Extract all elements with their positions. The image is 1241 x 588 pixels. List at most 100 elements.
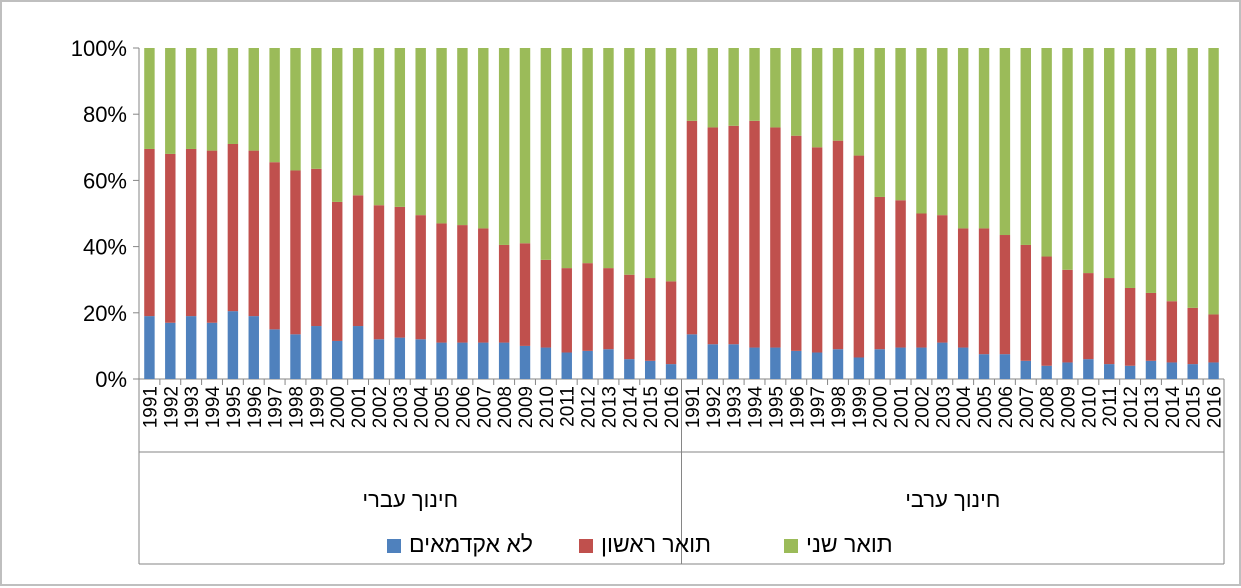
bar-segment xyxy=(415,215,426,340)
bar-segment xyxy=(770,48,781,128)
bar-segment xyxy=(394,206,406,338)
bar-segment xyxy=(1187,307,1198,365)
y-tick-label: 40% xyxy=(83,235,127,260)
bar-segment xyxy=(1124,48,1136,288)
x-tick-label: 2015 xyxy=(641,386,662,428)
x-tick-label: 2003 xyxy=(391,386,412,428)
x-tick-label: 2010 xyxy=(537,386,558,428)
bar-segment xyxy=(185,48,197,149)
bar-segment xyxy=(519,243,531,346)
bar-segment xyxy=(749,347,760,379)
x-tick-label: 2001 xyxy=(349,386,370,428)
x-tick-label: 2005 xyxy=(433,386,454,428)
bar-segment xyxy=(352,195,364,327)
bar-segment xyxy=(957,48,969,229)
bar-segment xyxy=(165,48,176,154)
bar-segment xyxy=(352,326,364,379)
bar-segment xyxy=(916,347,927,379)
legend-swatch xyxy=(579,539,593,553)
x-tick-label: 2010 xyxy=(1079,386,1100,428)
bar-segment xyxy=(1166,362,1178,379)
bar-segment xyxy=(937,215,948,343)
bar-segment xyxy=(603,48,614,269)
x-tick-label: 1996 xyxy=(245,386,266,428)
x-tick-label: 2000 xyxy=(328,386,349,428)
bar-segment xyxy=(1208,314,1219,363)
bar-segment xyxy=(811,48,823,148)
bar-segment xyxy=(290,170,301,335)
bar-segment xyxy=(686,120,698,335)
bar-segment xyxy=(561,268,572,353)
bar-segment xyxy=(832,349,844,379)
group-label: חינוך ערבי xyxy=(905,487,1000,512)
bar-segment xyxy=(1020,244,1031,361)
bar-segment xyxy=(728,48,739,126)
bar-segment xyxy=(248,316,259,379)
x-tick-label: 2006 xyxy=(453,386,474,428)
x-tick-label: 2002 xyxy=(912,386,933,428)
bar-segment xyxy=(624,274,635,360)
bar-segment xyxy=(999,48,1011,236)
bar-segment xyxy=(311,326,322,379)
bar-segment xyxy=(665,364,677,379)
x-tick-label: 1999 xyxy=(307,386,328,428)
bar-segment xyxy=(791,350,802,379)
bar-segment xyxy=(185,148,197,317)
x-tick-label: 2013 xyxy=(1142,386,1163,428)
bar-segment xyxy=(603,349,614,379)
bar-segment xyxy=(1145,360,1157,379)
bar-segment xyxy=(352,48,364,196)
x-tick-label: 1996 xyxy=(787,386,808,428)
bar-segment xyxy=(561,352,572,379)
bar-segment xyxy=(519,345,531,379)
bar-segment xyxy=(248,48,259,151)
bar-segment xyxy=(248,150,259,317)
bar-segment xyxy=(811,352,823,379)
bar-segment xyxy=(853,48,865,156)
bar-segment xyxy=(436,48,447,224)
bar-segment xyxy=(707,344,719,379)
bar-segment xyxy=(1062,269,1073,363)
bar-segment xyxy=(144,148,155,317)
bar-segment xyxy=(498,342,510,379)
bar-segment xyxy=(206,48,218,151)
bar-segment xyxy=(165,322,176,379)
bar-segment xyxy=(728,344,739,379)
bar-segment xyxy=(165,153,176,323)
bar-segment xyxy=(540,347,552,379)
bar-segment xyxy=(1083,359,1094,379)
x-tick-label: 2016 xyxy=(1205,386,1226,428)
bar-segment xyxy=(436,342,447,379)
bar-segment xyxy=(478,228,489,343)
bar-segment xyxy=(665,48,677,282)
bar-segment xyxy=(206,150,218,323)
bar-segment xyxy=(1166,48,1178,302)
y-tick-label: 80% xyxy=(83,102,127,127)
bar-segment xyxy=(1062,48,1073,270)
x-tick-label: 1993 xyxy=(182,386,203,428)
bar-segment xyxy=(791,135,802,351)
bar-segment xyxy=(227,143,239,312)
bar-segment xyxy=(1166,301,1178,363)
bar-segment xyxy=(478,342,489,379)
bar-segment xyxy=(1104,278,1115,365)
bar-segment xyxy=(457,225,468,343)
bar-segment xyxy=(332,340,343,379)
x-tick-label: 2011 xyxy=(558,386,579,427)
bar-segment xyxy=(1145,292,1157,361)
bar-segment xyxy=(707,48,719,128)
bar-segment xyxy=(582,263,593,351)
legend-swatch xyxy=(784,539,798,553)
bar-segment xyxy=(644,360,656,379)
bar-segment xyxy=(561,48,572,269)
bar-segment xyxy=(1062,362,1073,379)
bar-segment xyxy=(853,357,865,379)
x-tick-label: 2007 xyxy=(1017,386,1038,428)
bar-segment xyxy=(206,322,218,379)
bar-segment xyxy=(624,359,635,379)
x-tick-label: 2009 xyxy=(516,386,537,428)
bar-segment xyxy=(895,347,906,379)
bar-segment xyxy=(290,48,301,171)
bar-segment xyxy=(686,48,698,121)
bar-segment xyxy=(290,334,301,379)
